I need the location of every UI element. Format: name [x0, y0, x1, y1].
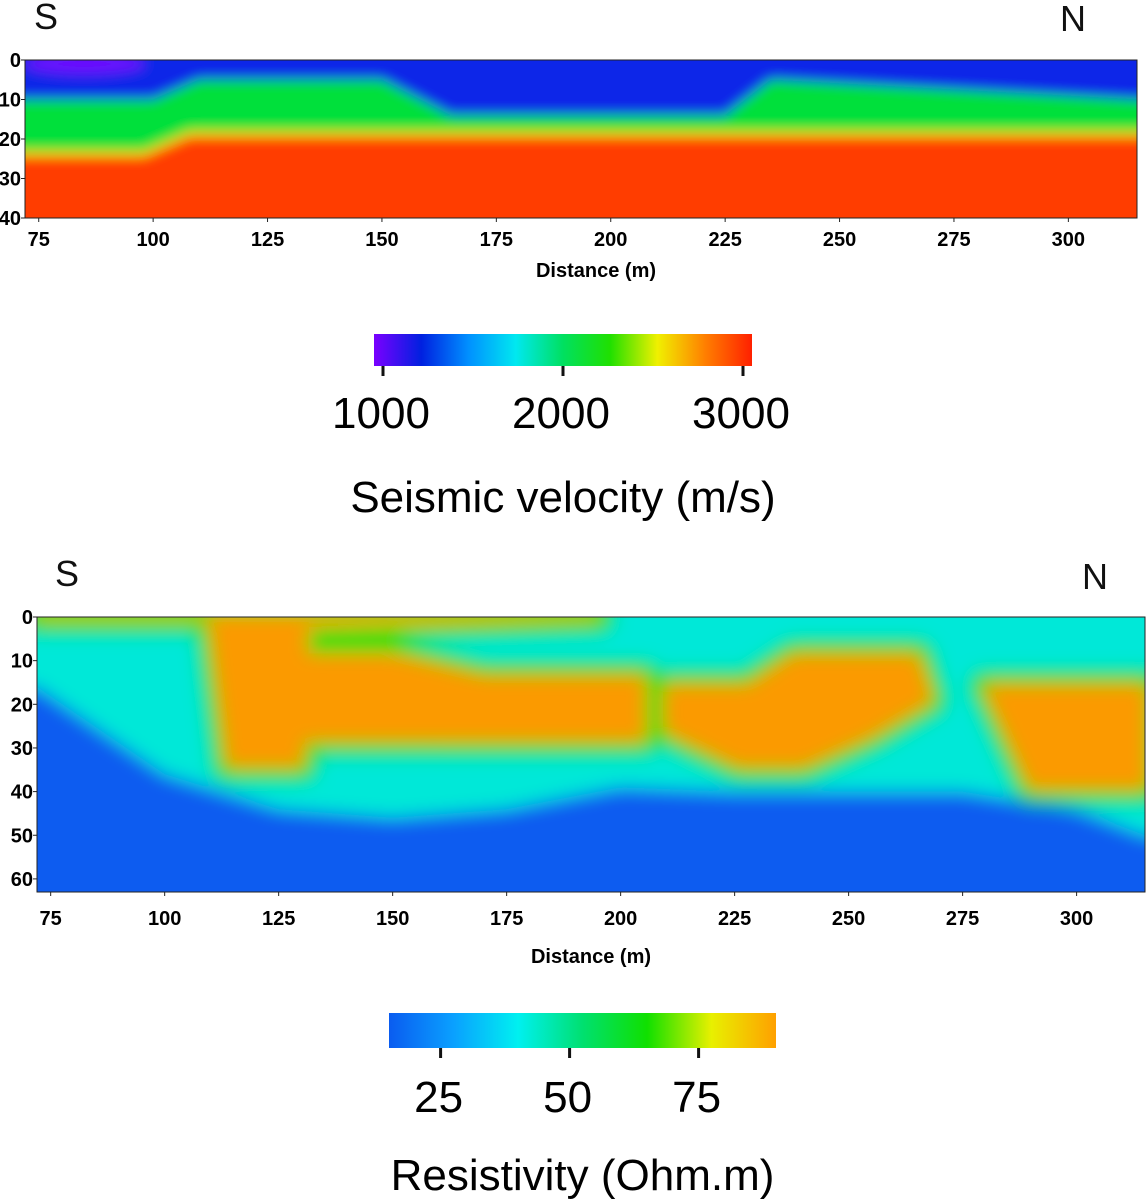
y-tick-label: 50 — [11, 825, 33, 847]
seismic-velocity-section: 0 10 20 30 40 75 100 125 150 175 200 225 250 275 300 Di… — [0, 50, 1138, 522]
east-high-body — [663, 653, 934, 769]
x-tick-label: 175 — [480, 229, 513, 251]
y-tick-label: 10 — [11, 651, 33, 673]
colorbar-tick-label: 25 — [414, 1073, 463, 1122]
colorbar-tick-label: 75 — [672, 1073, 721, 1122]
y-tick-label: 20 — [11, 694, 33, 716]
x-tick-label: 100 — [136, 229, 169, 251]
resistivity-section: 0 10 20 30 40 50 60 75 100 125 150 175 200 225 250 275 3… — [11, 607, 1146, 1200]
y-tick-label: 30 — [0, 169, 21, 191]
x-tick-label: 150 — [376, 908, 409, 930]
direction-right-label: N — [1060, 0, 1086, 39]
y-tick-label: 0 — [22, 607, 33, 629]
x-tick-label: 250 — [823, 229, 856, 251]
x-tick-label: 175 — [490, 908, 523, 930]
colorbar-tick-label: 50 — [543, 1073, 592, 1122]
y-tick-label: 20 — [0, 129, 21, 151]
x-tick-label: 200 — [604, 908, 637, 930]
x-tick-label: 200 — [594, 229, 627, 251]
direction-left-label: S — [34, 0, 59, 37]
x-tick-label: 125 — [262, 908, 295, 930]
top-high-body — [37, 617, 601, 769]
x-tick-label: 100 — [148, 908, 181, 930]
x-tick-label: 275 — [937, 229, 970, 251]
y-tick-label: 40 — [0, 208, 21, 230]
y-tick-label: 40 — [11, 782, 33, 804]
y-tick-label: 0 — [10, 50, 21, 72]
x-tick-label: 150 — [365, 229, 398, 251]
y-tick-label: 10 — [0, 90, 21, 112]
layer-high-velocity — [25, 135, 1137, 218]
data-field — [37, 617, 1145, 892]
direction-right-label: N — [1082, 556, 1108, 597]
colorbar — [389, 1013, 776, 1048]
x-tick-label: 300 — [1060, 908, 1093, 930]
colorbar-tick-label: 1000 — [332, 389, 430, 438]
colorbar-title: Resistivity (Ohm.m) — [391, 1151, 775, 1200]
colorbar — [374, 334, 752, 366]
lower-high-body — [435, 705, 624, 743]
x-tick-label: 225 — [718, 908, 751, 930]
x-tick-label: 300 — [1052, 229, 1085, 251]
plot-frame — [36, 616, 1146, 893]
x-axis-title: Distance (m) — [536, 260, 656, 282]
colorbar-tick-label: 2000 — [512, 389, 610, 438]
low-velocity-patch — [25, 60, 145, 74]
y-tick-label: 30 — [11, 738, 33, 760]
x-tick-label: 275 — [946, 908, 979, 930]
data-field — [25, 60, 1137, 218]
x-axis-title: Distance (m) — [531, 946, 651, 968]
far-east-high-body — [982, 683, 1145, 791]
x-tick-label: 250 — [832, 908, 865, 930]
colorbar-tick-label: 3000 — [692, 389, 790, 438]
x-tick-label: 225 — [708, 229, 741, 251]
x-tick-label: 125 — [251, 229, 284, 251]
colorbar-title: Seismic velocity (m/s) — [350, 473, 775, 522]
y-tick-label: 60 — [11, 869, 33, 891]
x-tick-label: 75 — [40, 908, 62, 930]
x-tick-label: 75 — [28, 229, 50, 251]
direction-left-label: S — [55, 553, 80, 594]
